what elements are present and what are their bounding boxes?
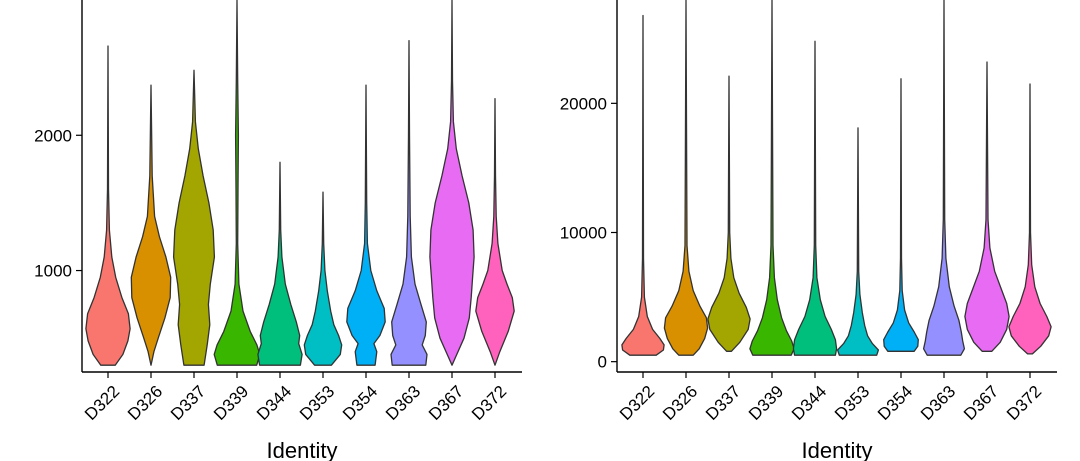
y-tick-label: 20000 bbox=[560, 94, 607, 113]
violin-d354 bbox=[883, 78, 919, 352]
x-tick-label: D326 bbox=[659, 382, 701, 424]
x-axis-title: Identity bbox=[267, 438, 338, 461]
y-tick-label: 0 bbox=[598, 353, 607, 372]
violin-d344 bbox=[257, 161, 303, 366]
x-tick-label: D353 bbox=[296, 382, 338, 424]
violin-d363 bbox=[922, 0, 966, 356]
x-tick-label: D322 bbox=[81, 382, 123, 424]
violin-d322 bbox=[85, 45, 131, 366]
x-axis-title: Identity bbox=[802, 438, 873, 461]
x-tick-label: D339 bbox=[210, 382, 252, 424]
y-tick-label: 1000 bbox=[34, 262, 72, 281]
x-tick-label: D353 bbox=[831, 382, 873, 424]
violin-d354 bbox=[346, 84, 386, 366]
violin-d326 bbox=[130, 84, 172, 366]
x-tick-label: D322 bbox=[616, 382, 658, 424]
violin-d326 bbox=[663, 0, 709, 356]
x-tick-label: D363 bbox=[917, 382, 959, 424]
y-tick-label: 2000 bbox=[34, 126, 72, 145]
x-tick-label: D367 bbox=[960, 382, 1002, 424]
x-tick-label: D354 bbox=[339, 382, 381, 424]
x-tick-label: D337 bbox=[167, 382, 209, 424]
x-tick-label: D337 bbox=[702, 382, 744, 424]
violin-d363 bbox=[390, 39, 428, 366]
violin-d322 bbox=[621, 14, 665, 356]
violin-d372 bbox=[1008, 83, 1052, 355]
x-tick-label: D344 bbox=[788, 382, 830, 424]
violin-d367 bbox=[964, 61, 1010, 352]
x-tick-label: D367 bbox=[425, 382, 467, 424]
violin-d339 bbox=[213, 0, 261, 366]
violin-d337 bbox=[172, 69, 216, 366]
x-tick-label: D339 bbox=[745, 382, 787, 424]
violin-d339 bbox=[749, 0, 795, 356]
x-tick-label: D354 bbox=[874, 382, 916, 424]
x-tick-label: D344 bbox=[253, 382, 295, 424]
violin-d344 bbox=[792, 40, 838, 356]
violin-d353 bbox=[836, 127, 880, 356]
violin-d337 bbox=[707, 75, 751, 352]
x-tick-label: D326 bbox=[124, 382, 166, 424]
x-tick-label: D363 bbox=[382, 382, 424, 424]
violin-d367 bbox=[429, 0, 475, 366]
x-tick-label: D372 bbox=[1003, 382, 1045, 424]
violin-d353 bbox=[303, 191, 343, 366]
y-tick-label: 10000 bbox=[560, 224, 607, 243]
left-violin-panel: 1000 2000 D322 D326 D337 D339 D344 D353 D354 D363… bbox=[34, 0, 522, 461]
x-tick-label: D372 bbox=[468, 382, 510, 424]
violin-d372 bbox=[475, 98, 515, 366]
